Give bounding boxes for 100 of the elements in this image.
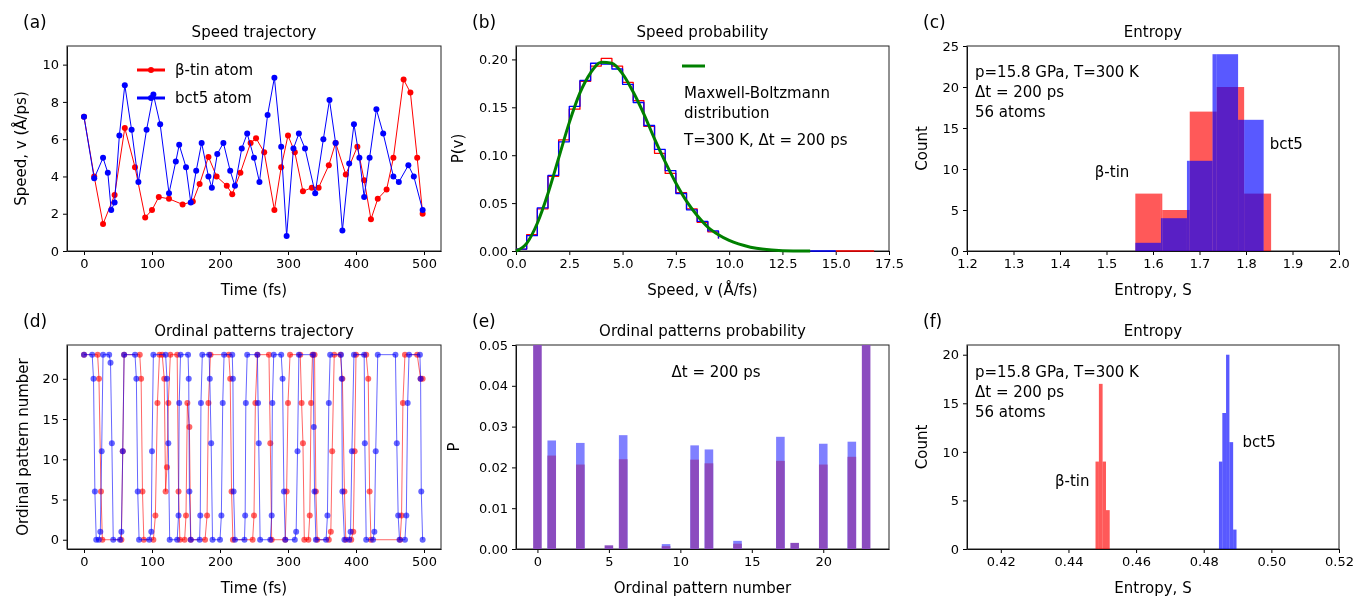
text: (c) [923,12,946,32]
y-tick-label: 4 [50,169,59,185]
y-tick-label: 0 [950,243,959,259]
y-axis-title: Count [913,424,932,470]
text: (b) [472,12,497,32]
x-tick-label: 1.7 [1189,256,1211,272]
x-tick-label: 1.6 [1143,256,1164,272]
x-tick-label: 500 [412,554,437,570]
text: (f) [923,311,943,331]
y-tick-label: 5 [950,202,959,218]
x-tick-label: 0.0 [506,256,527,272]
x-tick-label: 10 [672,554,690,570]
x-tick-label: 5 [605,554,614,570]
y-tick-label: 0.20 [479,52,508,68]
x-tick-label: 100 [140,554,165,570]
x-tick-label: 100 [140,256,165,272]
x-tick-label: 7.5 [666,256,687,272]
y-tick-label: 10 [42,451,59,467]
x-tick-label: 5.0 [612,256,634,272]
x-tick-label: 15.0 [821,256,851,272]
x-tick-label: 300 [276,554,301,570]
y-tick-label: 5 [950,493,959,509]
y-tick-label: 0.01 [479,500,508,516]
text: (e) [472,311,496,331]
x-tick-label: 20 [815,554,833,570]
legend-label: β-tin atom [175,61,254,80]
y-tick-label: 0 [50,243,59,259]
y-tick-label: 25 [942,38,959,54]
x-axis-title: Entropy, S [1114,579,1192,596]
y-tick-label: 15 [42,411,59,427]
x-tick-label: 0.50 [1257,554,1287,570]
x-axis-title: Speed, v (Å/fs) [647,280,758,299]
y-tick-label: 0.15 [479,99,508,115]
y-tick-label: 0 [950,541,959,557]
x-tick-label: 17.5 [875,256,904,272]
x-tick-label: 1.3 [1003,256,1025,272]
y-axis-title: Ordinal pattern number [14,357,33,536]
series-label: β-tin [1094,163,1130,182]
x-tick-label: 0 [80,256,89,272]
y-tick-label: 15 [942,395,959,411]
y-tick-label: 6 [50,131,59,147]
x-tick-label: 1.8 [1236,256,1257,272]
x-tick-label: 0.46 [1122,554,1152,570]
annotation: Δt = 200 ps [975,83,1065,101]
x-tick-label: 0 [80,554,89,570]
x-tick-label: 10.0 [715,256,745,272]
x-axis-title: Time (fs) [219,281,288,299]
y-tick-label: 20 [942,347,959,363]
y-tick-label: 0.02 [479,460,508,476]
y-tick-label: 0.10 [479,147,508,163]
legend-label: Maxwell-Boltzmann distribution [684,84,830,122]
y-axis-title: Count [913,126,932,171]
y-tick-label: 0.00 [479,541,508,557]
x-tick-label: 0.52 [1325,554,1354,570]
x-tick-label: 200 [208,554,233,570]
y-tick-label: 0.04 [479,378,508,394]
annotation: 56 atoms [975,103,1046,121]
x-tick-label: 1.9 [1282,256,1304,272]
y-tick-label: 20 [42,371,59,387]
annotation: p=15.8 GPa, T=300 K [975,363,1141,381]
y-tick-label: 10 [942,444,959,460]
chart-title: Ordinal patterns trajectory [154,322,354,340]
series-label: β-tin [1054,471,1090,490]
y-tick-label: 0.00 [479,243,508,259]
y-tick-label: 0.03 [479,419,508,435]
x-tick-label: 12.5 [768,256,798,272]
x-tick-label: 2.5 [559,256,581,272]
x-tick-label: 500 [412,256,437,272]
y-tick-label: 20 [942,79,959,95]
chart-title: Ordinal patterns probability [599,322,806,340]
y-tick-label: 10 [942,161,959,177]
x-axis-title: Ordinal pattern number [613,579,793,596]
annotation: Δt = 200 ps [975,383,1065,401]
y-tick-label: 5 [50,492,59,508]
annotation: Δt = 200 ps [671,363,761,381]
x-axis-title: Time (fs) [219,579,288,596]
annotation: p=15.8 GPa, T=300 K [975,63,1141,81]
text: (d) [23,311,48,331]
x-tick-label: 15 [744,554,761,570]
chart-title: Entropy [1123,23,1183,41]
y-axis-title: Speed, v (Å/ps) [11,91,31,206]
y-tick-label: 0 [50,532,59,548]
x-axis-title: Entropy, S [1114,281,1192,299]
x-tick-label: 1.5 [1096,256,1118,272]
text: (a) [23,12,47,32]
x-tick-label: 0.48 [1189,554,1219,570]
y-tick-label: 8 [50,94,59,110]
chart-title: Entropy [1123,322,1183,340]
annotation: T=300 K, Δt = 200 ps [683,131,848,149]
x-tick-label: 2.0 [1329,256,1350,272]
y-tick-label: 2 [50,206,59,222]
y-tick-label: 15 [942,120,959,136]
chart-title: Speed trajectory [191,23,317,41]
series-label: bct5 [1242,433,1276,451]
y-tick-label: 10 [42,57,59,73]
y-tick-label: 0.05 [479,337,508,353]
series-label: bct5 [1269,134,1303,153]
x-tick-label: 1.4 [1050,256,1071,272]
chart-title: Speed probability [636,23,769,41]
x-tick-label: 0 [533,554,543,570]
